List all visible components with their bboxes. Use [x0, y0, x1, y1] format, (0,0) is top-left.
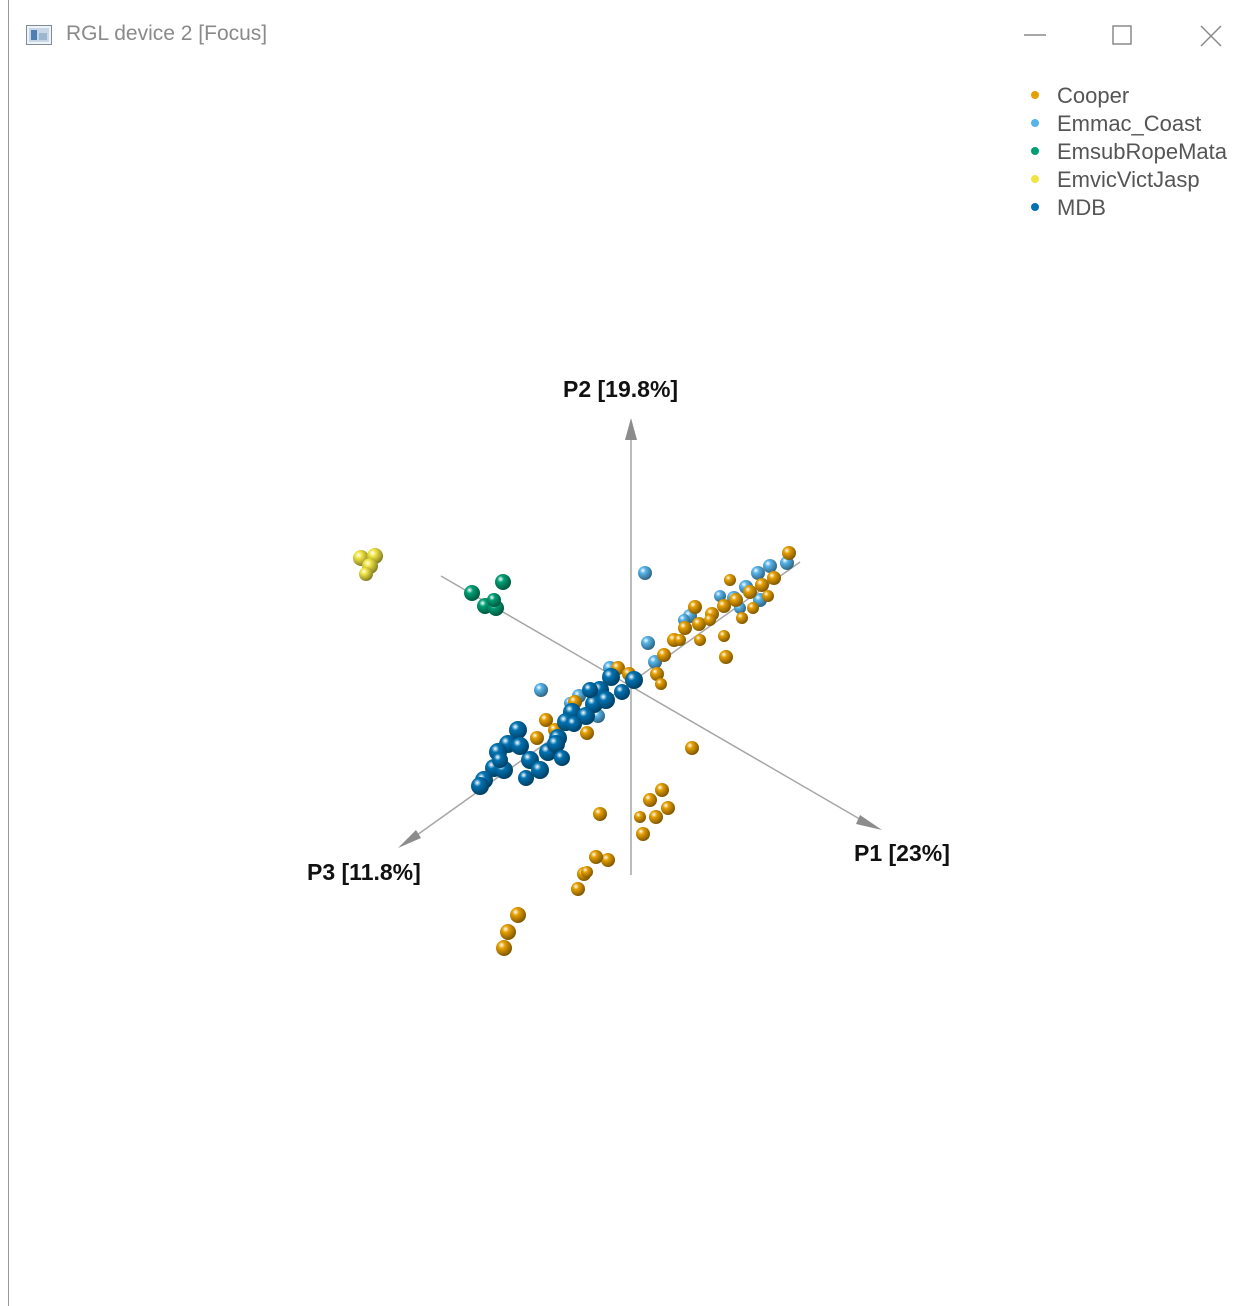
p1-axis-arrowhead [856, 815, 882, 830]
point-cooper [674, 634, 686, 646]
axes [398, 418, 882, 875]
legend-label: Emmac_Coast [1057, 111, 1202, 136]
point-cooper [719, 650, 733, 664]
point-mdb [602, 668, 620, 686]
point-mdb [511, 737, 529, 755]
point-cooper [634, 811, 646, 823]
point-mdb [531, 761, 549, 779]
point-cooper [717, 599, 731, 613]
p3-axis-label: P3 [11.8%] [307, 859, 421, 885]
point-mdb [625, 671, 643, 689]
point-emmac-coast [714, 590, 726, 602]
point-cooper [657, 648, 671, 662]
point-mdb [582, 682, 598, 698]
point-cooper [636, 827, 650, 841]
p1-axis-label: P1 [23%] [854, 840, 950, 866]
point-mdb [518, 770, 534, 786]
point-cooper [729, 593, 743, 607]
point-emsubropemata [495, 574, 511, 590]
title-bar[interactable]: RGL device 2 [Focus] [0, 0, 1253, 72]
point-emmac-coast [638, 566, 652, 580]
minimize-button[interactable] [1012, 14, 1058, 56]
axis-labels: P2 [19.8%] P1 [23%] P3 [11.8%] [307, 376, 950, 885]
p3-axis-arrowhead [398, 830, 421, 848]
p2-axis-arrowhead [625, 418, 637, 440]
legend-swatch [1031, 175, 1039, 183]
point-cooper [661, 801, 675, 815]
legend-swatch [1031, 147, 1039, 155]
point-cooper [593, 807, 607, 821]
point-mdb [471, 777, 489, 795]
legend-swatch [1031, 203, 1039, 211]
point-cooper [688, 600, 702, 614]
point-cooper [782, 546, 796, 560]
point-mdb [566, 716, 582, 732]
point-cooper [755, 578, 769, 592]
point-cooper [589, 850, 603, 864]
legend-label: MDB [1057, 195, 1106, 220]
point-cooper [655, 678, 667, 690]
point-cooper [571, 882, 585, 896]
point-emmac-coast [751, 566, 765, 580]
rgl-window-icon [26, 25, 52, 45]
maximize-button[interactable] [1099, 14, 1145, 56]
point-emmac-coast [763, 559, 777, 573]
point-cooper [601, 853, 615, 867]
sample-points [353, 546, 796, 956]
point-cooper [650, 667, 664, 681]
point-cooper [580, 726, 594, 740]
point-cooper [743, 585, 757, 599]
point-cooper [762, 590, 774, 602]
point-cooper [747, 602, 759, 614]
point-mdb [614, 684, 630, 700]
point-cooper [685, 741, 699, 755]
close-button[interactable] [1187, 14, 1233, 56]
window-title: RGL device 2 [Focus] [66, 22, 268, 45]
point-cooper [539, 713, 553, 727]
point-cooper [510, 907, 526, 923]
legend-swatch [1031, 91, 1039, 99]
point-cooper [500, 924, 516, 940]
legend-label: EmvicVictJasp [1057, 167, 1200, 192]
legend-swatch [1031, 119, 1039, 127]
point-cooper [655, 783, 669, 797]
point-emvicvictjasp [359, 567, 373, 581]
point-emmac-coast [641, 636, 655, 650]
point-cooper [530, 731, 544, 745]
point-cooper [694, 634, 706, 646]
point-cooper [496, 940, 512, 956]
point-emsubropemata [464, 585, 480, 601]
point-cooper [581, 866, 593, 878]
point-cooper [718, 630, 730, 642]
point-mdb [492, 752, 508, 768]
window-left-border [8, 0, 9, 1306]
minimize-icon [1012, 14, 1058, 56]
point-emsubropemata [487, 593, 501, 607]
p2-axis-label: P2 [19.8%] [563, 376, 678, 402]
point-cooper [692, 617, 706, 631]
point-mdb [577, 707, 595, 725]
legend-label: EmsubRopeMata [1057, 139, 1227, 164]
point-cooper [724, 574, 736, 586]
point-mdb [554, 750, 570, 766]
p1-p3-axis-line [440, 575, 871, 826]
point-cooper [704, 614, 716, 626]
point-cooper [678, 621, 692, 635]
point-cooper [643, 793, 657, 807]
point-emmac-coast [534, 683, 548, 697]
point-cooper [649, 810, 663, 824]
legend-label: Cooper [1057, 83, 1130, 108]
point-mdb [509, 721, 527, 739]
point-mdb [547, 735, 565, 753]
point-cooper [736, 612, 748, 624]
point-mdb [597, 691, 615, 709]
maximize-icon [1099, 14, 1145, 56]
close-icon [1187, 14, 1233, 56]
point-cooper [767, 571, 781, 585]
